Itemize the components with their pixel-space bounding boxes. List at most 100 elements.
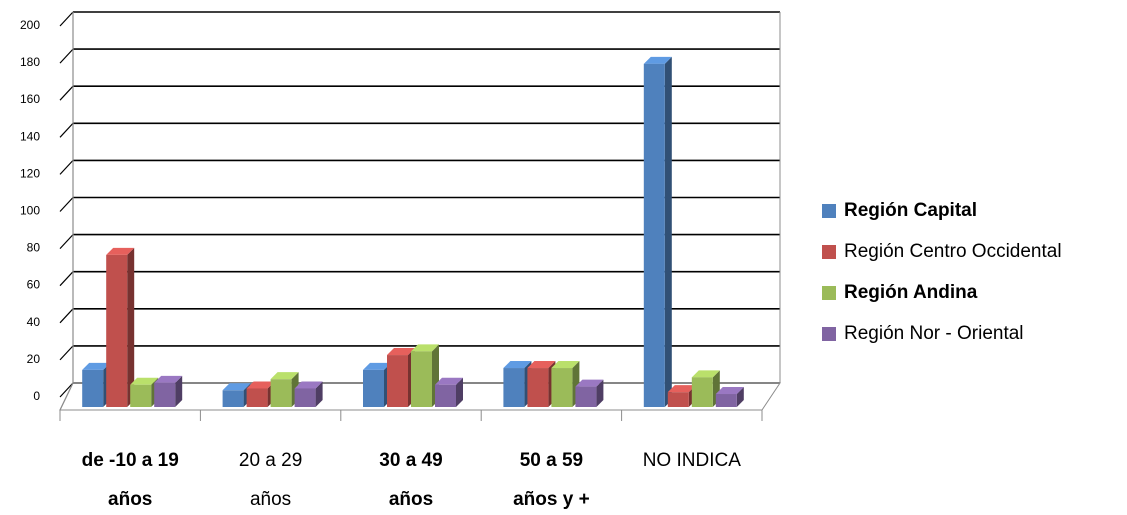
bar (130, 377, 159, 407)
bar-top (667, 385, 696, 393)
gridlines (59, 11, 780, 398)
gridline-side (59, 271, 74, 287)
bar-front (691, 377, 713, 407)
bar-front (246, 388, 268, 407)
bar (667, 385, 696, 407)
bar (691, 370, 720, 407)
legend-swatch (822, 203, 836, 218)
bar-front (435, 384, 456, 407)
y-tick-label: 120 (20, 166, 40, 180)
gridline-side (59, 11, 74, 27)
chart-walls (59, 12, 781, 411)
legend-label: Región Andina (844, 281, 978, 303)
bar-top (575, 379, 604, 387)
bar-side (664, 56, 672, 407)
gridline-side (59, 48, 74, 64)
bar-front (575, 386, 597, 407)
y-tick-label: 60 (27, 278, 41, 292)
bar-front (130, 384, 152, 407)
bar (551, 361, 580, 407)
bar-front (411, 351, 432, 407)
bar (387, 348, 415, 407)
legend-label: Región Capital (844, 199, 978, 221)
side-wall-edge (59, 12, 74, 411)
gridline-side (59, 382, 74, 398)
bar-front (667, 392, 689, 407)
bar (246, 381, 275, 407)
bar (106, 247, 135, 407)
y-tick-label: 180 (20, 55, 40, 69)
legend-swatch (822, 285, 836, 300)
y-tick-label: 140 (20, 129, 40, 143)
bar-top (82, 362, 111, 370)
bar-front (551, 368, 573, 407)
bar-top (715, 387, 744, 395)
x-tick-label: años (108, 489, 152, 510)
bar-top (691, 370, 720, 378)
legend: Región Capital Región Centro Occidental … (822, 190, 1062, 354)
legend-item-region-centro-occidental: Región Centro Occidental (822, 231, 1062, 272)
x-tick-label: años y + (513, 489, 590, 510)
bar-front (715, 394, 737, 407)
bar-front (643, 63, 665, 407)
bar-front (106, 254, 128, 407)
bars (82, 56, 744, 407)
bar-front (503, 368, 525, 407)
bar (294, 381, 323, 407)
bar-front (363, 369, 384, 407)
y-tick-label: 100 (20, 204, 40, 218)
x-tick-label: 20 a 29 (239, 450, 302, 471)
bar (82, 362, 111, 407)
bar (503, 361, 532, 407)
legend-swatch (822, 326, 836, 341)
x-tick-label: años (250, 489, 291, 510)
bar (154, 375, 183, 407)
bar-front (222, 390, 244, 407)
y-tick-label: 40 (27, 315, 41, 329)
legend-label: Región Nor - Oriental (844, 322, 1024, 344)
gridline-side (59, 85, 74, 101)
legend-swatch (822, 244, 836, 259)
bar-front (387, 355, 408, 407)
bar-top (222, 383, 251, 391)
bar (270, 372, 299, 407)
legend-item-region-nor-oriental: Región Nor - Oriental (822, 313, 1062, 354)
bar (715, 387, 744, 407)
x-axis-ticks: de -10 a 19 años 20 a 29 años 30 a 49 años 50 … (59, 410, 763, 510)
bar-top (130, 377, 159, 385)
bar-side (736, 387, 744, 407)
bar (435, 377, 463, 407)
y-tick-label: 160 (20, 92, 40, 106)
bar-top (387, 348, 415, 356)
gridline-side (59, 159, 74, 175)
bar-top (154, 375, 183, 383)
legend-item-region-capital: Región Capital (822, 190, 1062, 231)
bar-top (503, 361, 532, 369)
bar-top (246, 381, 275, 389)
bar-side (175, 375, 183, 407)
bar-top (551, 361, 580, 369)
bar-front (270, 379, 292, 407)
bar-top (270, 372, 299, 380)
y-tick-label: 0 (33, 389, 40, 403)
bar-top (106, 247, 135, 255)
gridline-side (59, 234, 74, 250)
bar (575, 379, 604, 407)
bar-top (411, 344, 439, 352)
bar-top (435, 377, 463, 385)
x-tick-label: 50 a 59 (520, 450, 583, 471)
bar-top (294, 381, 323, 389)
bar-top (527, 361, 556, 369)
x-tick-label: de -10 a 19 (82, 450, 179, 471)
x-tick-label: 30 a 49 (379, 450, 442, 471)
bar-front (294, 388, 316, 407)
bar-side (596, 379, 604, 407)
bar-side (456, 377, 463, 407)
bar (222, 383, 251, 407)
gridline-side (59, 308, 74, 324)
bar (527, 361, 556, 407)
legend-item-region-andina: Región Andina (822, 272, 1062, 313)
bar (411, 344, 439, 407)
legend-label: Región Centro Occidental (844, 240, 1062, 262)
